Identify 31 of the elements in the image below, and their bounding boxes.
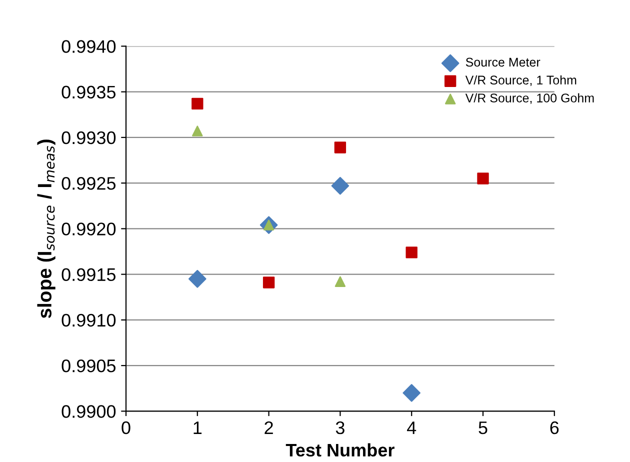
y-tick-label: 0.9925 <box>62 177 116 190</box>
point <box>334 276 346 287</box>
point <box>334 142 346 154</box>
legend-label: V/R Source, 1 Tohm <box>465 75 576 86</box>
legend-label: Source Meter <box>466 58 540 67</box>
legend-label: V/R Source, 100 Gohm <box>465 93 594 104</box>
y-axis-title: slope (I$_{source}$ / I$_{meas}$) <box>37 140 56 318</box>
x-tick-label: 0 <box>122 421 130 434</box>
point <box>477 172 489 184</box>
point <box>402 384 421 402</box>
y-tick-label: 0.9910 <box>62 314 116 327</box>
x-tick-label: 6 <box>550 421 559 434</box>
x-tick-label: 1 <box>194 422 202 434</box>
x-tick-label: 5 <box>478 422 488 434</box>
point <box>406 246 418 258</box>
x-tick-label: 2 <box>264 421 273 434</box>
point <box>262 276 275 288</box>
x-axis-title: Test Number <box>286 443 394 457</box>
y-tick-label: 0.9915 <box>62 268 116 282</box>
point <box>331 176 350 195</box>
y-tick-label: 0.9920 <box>62 222 116 236</box>
x-tick-label: 3 <box>336 421 344 434</box>
y-tick-label: 0.9905 <box>62 359 116 372</box>
y-tick-label: 0.9940 <box>62 40 116 53</box>
y-tick-label: 0.9900 <box>62 405 116 418</box>
y-tick-label: 0.9930 <box>62 131 116 144</box>
point <box>192 126 203 136</box>
x-tick-label: 4 <box>406 422 416 434</box>
point <box>192 98 204 110</box>
point <box>188 270 206 288</box>
y-tick-label: 0.9935 <box>62 86 116 99</box>
